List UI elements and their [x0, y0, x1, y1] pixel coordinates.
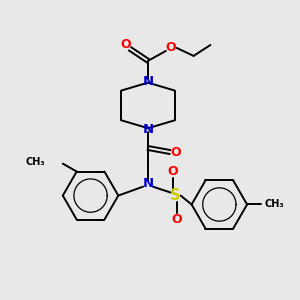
Text: O: O [120, 38, 130, 52]
Text: O: O [170, 146, 181, 160]
Text: N: N [142, 75, 154, 88]
Text: CH₃: CH₃ [26, 157, 45, 166]
Text: O: O [167, 165, 178, 178]
Text: CH₃: CH₃ [265, 200, 285, 209]
Text: O: O [166, 41, 176, 55]
Text: O: O [171, 213, 182, 226]
Text: N: N [142, 123, 154, 136]
Text: N: N [142, 177, 154, 190]
Text: S: S [169, 188, 180, 203]
